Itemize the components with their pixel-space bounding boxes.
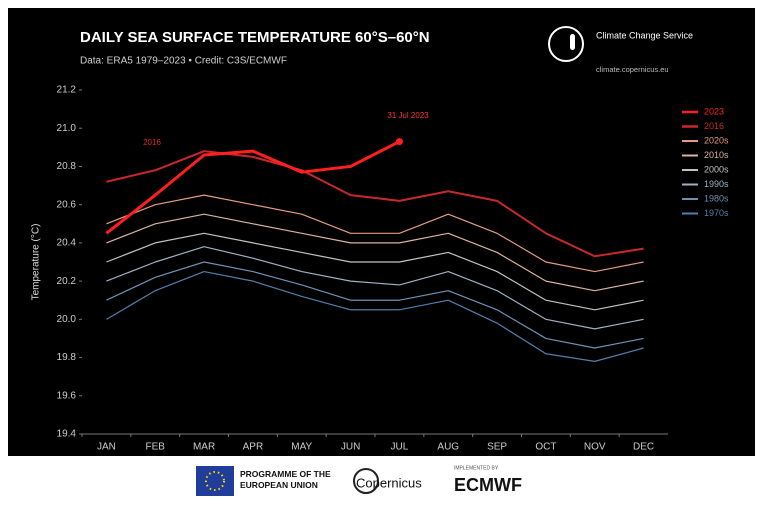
annotation: 2016: [143, 138, 161, 147]
y-tick-label: 20.8: [57, 161, 77, 172]
series-line: [106, 270, 644, 362]
legend-label: 2020s: [704, 135, 729, 145]
annotation: 31 Jul 2023: [387, 111, 429, 120]
x-tick-label: JUN: [341, 442, 360, 453]
x-tick-label: MAR: [193, 442, 215, 453]
eu-text: PROGRAMME OF THE EUROPEAN UNION: [240, 469, 331, 490]
eu-flag: [196, 466, 234, 496]
implemented-by: IMPLEMENTED BY: [454, 465, 499, 471]
legend-label: 1970s: [704, 208, 729, 218]
ecmwf-text: ECMWF: [454, 475, 522, 495]
x-tick-label: DEC: [633, 442, 654, 453]
y-axis-label: Temperature (°C): [31, 224, 42, 301]
legend-label: 1980s: [704, 193, 729, 203]
y-tick-label: 20.6: [57, 199, 77, 210]
end-point: [395, 138, 403, 146]
series-line: [106, 213, 644, 292]
series-line: [106, 246, 644, 330]
legend-label: 2000s: [704, 164, 729, 174]
service-name: Climate Change Service: [596, 30, 693, 40]
series-line: [105, 140, 401, 235]
eu-stars: [205, 471, 225, 491]
y-tick-label: 19.6: [57, 390, 77, 401]
copernicus-text: Copernicus: [356, 475, 422, 490]
series-line: [106, 194, 644, 273]
legend-label: 2016: [704, 121, 724, 131]
x-tick-label: AUG: [437, 442, 459, 453]
x-tick-label: NOV: [584, 442, 606, 453]
eu-text-box: PROGRAMME OF THE EUROPEAN UNION: [240, 469, 331, 490]
chart-subtitle: Data: ERA5 1979–2023 • Credit: C3S/ECMWF: [80, 56, 287, 67]
x-tick-label: FEB: [146, 442, 166, 453]
y-tick-label: 21.0: [57, 123, 77, 134]
x-tick-label: SEP: [487, 442, 507, 453]
x-tick-label: APR: [243, 442, 264, 453]
series-line: [106, 232, 644, 311]
logo-thermometer: [570, 34, 575, 50]
x-tick-label: JUL: [391, 442, 409, 453]
x-tick-label: OCT: [535, 442, 556, 453]
copernicus-logo: [353, 468, 379, 494]
y-tick-label: 19.8: [57, 352, 77, 363]
y-tick-label: 20.4: [57, 238, 77, 249]
x-tick-label: MAY: [291, 442, 312, 453]
y-tick-label: 20.0: [57, 314, 77, 325]
legend-label: 2010s: [704, 150, 729, 160]
x-tick-label: JAN: [97, 442, 116, 453]
series-line: [106, 261, 644, 349]
logo-ring: [548, 26, 584, 62]
chart-background: [8, 8, 755, 456]
y-tick-label: 21.2: [57, 85, 77, 96]
y-tick-label: 19.4: [57, 429, 77, 440]
y-tick-label: 20.2: [57, 276, 77, 287]
legend-label: 1990s: [704, 179, 729, 189]
service-url: climate.copernicus.eu: [596, 65, 669, 74]
legend-label: 2023: [704, 106, 724, 116]
chart-title: DAILY SEA SURFACE TEMPERATURE 60°S–60°N: [80, 29, 430, 46]
series-line: [106, 150, 644, 258]
